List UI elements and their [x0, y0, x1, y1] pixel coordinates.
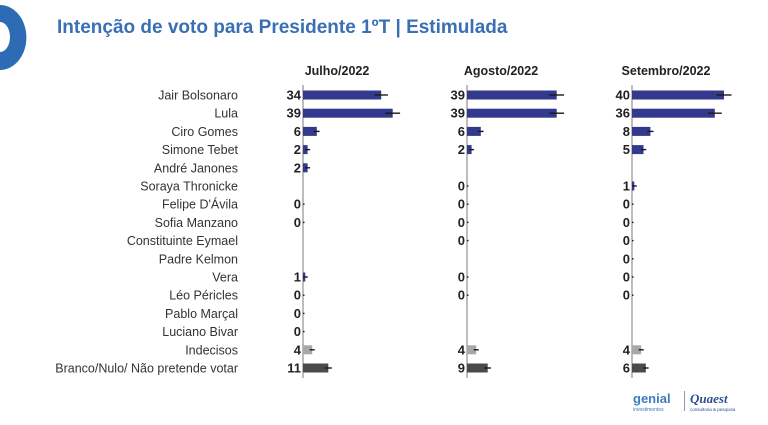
data-label: 4 [458, 342, 466, 357]
bar [303, 363, 329, 373]
bar [632, 345, 642, 355]
data-label: 39 [451, 88, 465, 103]
data-label: 0 [294, 288, 301, 303]
series-panel: Setembro/2022 40 36 8 5 1 0 0 0 0 0 0 4 6 [616, 64, 732, 378]
data-label: 0 [294, 324, 301, 339]
bar [467, 90, 557, 100]
data-label: 6 [294, 124, 301, 139]
data-label: 8 [623, 124, 630, 139]
bar [632, 90, 724, 100]
bar [303, 126, 317, 136]
data-label: 9 [458, 361, 465, 376]
series-panel: Agosto/2022 39 39 6 2 0 0 0 0 0 0 4 9 [451, 64, 565, 378]
data-label: 0 [458, 233, 465, 248]
candidate-label: Soraya Thronicke [140, 180, 238, 194]
data-label: 1 [294, 270, 301, 285]
data-label: 1 [623, 179, 630, 194]
data-label: 34 [287, 88, 302, 103]
genial-logo: genial investimentos [633, 391, 671, 413]
bar [632, 363, 646, 373]
candidate-label: Vera [212, 271, 238, 285]
candidate-label: Pablo Marçal [165, 307, 238, 321]
data-label: 6 [623, 361, 630, 376]
corner-accent-shape [0, 5, 27, 70]
candidate-label: Léo Péricles [169, 289, 238, 303]
quaest-logo-text: Quaest [690, 391, 728, 406]
data-label: 2 [458, 142, 465, 157]
data-label: 6 [458, 124, 465, 139]
genial-logo-subtext: investimentos [633, 407, 664, 413]
candidate-label: Luciano Bivar [162, 325, 238, 339]
data-label: 0 [458, 179, 465, 194]
data-label: 4 [623, 342, 631, 357]
data-label: 0 [458, 270, 465, 285]
chart-title: Intenção de voto para Presidente 1ºT | E… [57, 17, 508, 38]
data-label: 39 [287, 106, 301, 121]
data-label: 0 [623, 288, 630, 303]
data-label: 4 [294, 342, 302, 357]
candidate-label: André Janones [154, 161, 238, 175]
quaest-logo: Quaest consultoria & pesquisa [690, 391, 736, 412]
data-label: 2 [294, 160, 301, 175]
data-label: 0 [623, 233, 630, 248]
bar [632, 108, 715, 118]
quaest-logo-subtext: consultoria & pesquisa [690, 407, 736, 412]
data-label: 40 [616, 88, 630, 103]
data-label: 5 [623, 142, 630, 157]
data-label: 0 [458, 215, 465, 230]
bar [303, 108, 393, 118]
series-header: Julho/2022 [305, 64, 370, 78]
data-label: 0 [623, 197, 630, 212]
data-label: 11 [287, 361, 301, 376]
bar [467, 108, 557, 118]
data-label: 0 [623, 215, 630, 230]
candidate-label: Lula [214, 107, 238, 121]
data-label: 0 [294, 197, 301, 212]
data-label: 2 [294, 142, 301, 157]
genial-logo-text: genial [633, 391, 671, 406]
series-header: Setembro/2022 [622, 64, 711, 78]
data-label: 0 [458, 197, 465, 212]
candidate-label: Felipe D'Ávila [162, 197, 238, 212]
data-label: 0 [294, 215, 301, 230]
candidate-label: Sofia Manzano [155, 216, 238, 230]
candidate-label: Jair Bolsonaro [158, 89, 238, 103]
bar [632, 126, 651, 136]
series-header: Agosto/2022 [464, 64, 538, 78]
bar [467, 126, 481, 136]
candidate-label: Simone Tebet [162, 143, 239, 157]
data-label: 36 [616, 106, 630, 121]
data-label: 0 [294, 306, 301, 321]
bar [632, 145, 644, 155]
data-label: 0 [623, 270, 630, 285]
logo-divider [684, 391, 685, 411]
candidate-label: Indecisos [185, 343, 238, 357]
data-label: 39 [451, 106, 465, 121]
candidate-label: Ciro Gomes [171, 125, 238, 139]
data-label: 0 [623, 251, 630, 266]
candidate-label: Branco/Nulo/ Não pretende votar [55, 362, 238, 376]
bar [303, 345, 313, 355]
bar [467, 363, 488, 373]
data-label: 0 [458, 288, 465, 303]
bar [303, 90, 382, 100]
candidate-label: Constituinte Eymael [127, 234, 238, 248]
bar [467, 345, 477, 355]
candidate-labels: Jair Bolsonaro Lula Ciro Gomes Simone Tebet… [55, 89, 238, 376]
candidate-label: Padre Kelmon [159, 252, 238, 266]
